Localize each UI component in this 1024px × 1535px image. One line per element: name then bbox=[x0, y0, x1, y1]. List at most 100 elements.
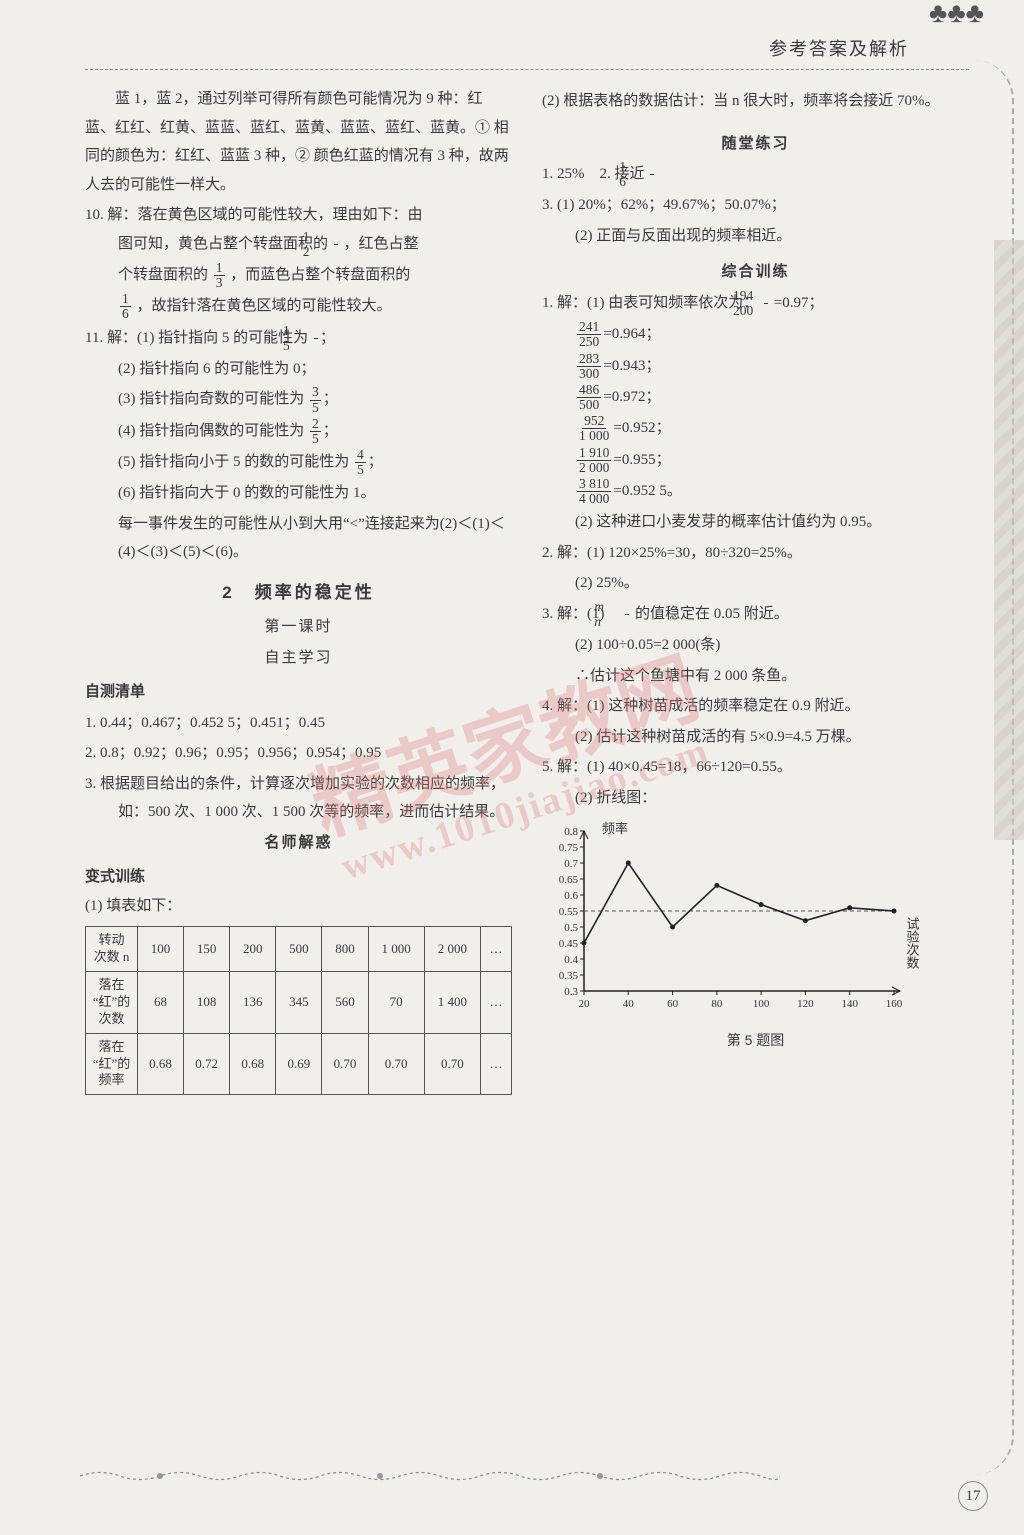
table-cell: 500 bbox=[276, 927, 322, 972]
frac-line: 9521 000=0.952； bbox=[542, 414, 969, 443]
wavy-footer bbox=[80, 1469, 780, 1483]
table-cell: 68 bbox=[138, 971, 184, 1033]
run-mingshi: 名师解惑 bbox=[85, 829, 512, 858]
right-column: (2) 根据表格的数据估计：当 n 很大时，频率将会接近 70%。 随堂练习 1… bbox=[542, 85, 969, 1095]
svg-text:试验次数: 试验次数 bbox=[905, 917, 920, 969]
table-cell: 108 bbox=[184, 971, 230, 1033]
table-row-header: 落在“红”的次数 bbox=[86, 971, 138, 1033]
table-cell: 70 bbox=[368, 971, 424, 1033]
table-cell: 150 bbox=[184, 927, 230, 972]
c5a: 5. 解：(1) 40×0.45=18，66÷120=0.55。 bbox=[542, 753, 969, 782]
p11-2: (2) 指针指向 6 的可能性为 0； bbox=[85, 355, 512, 384]
a2: 2. 0.8；0.92；0.96；0.95；0.956；0.954；0.95 bbox=[85, 739, 512, 768]
sec2-sub1: 第一课时 bbox=[85, 613, 512, 642]
svg-text:0.55: 0.55 bbox=[559, 906, 579, 918]
frac-line: 486500=0.972； bbox=[542, 383, 969, 412]
frac-list: 241250=0.964； 283300=0.943；486500=0.972；9… bbox=[542, 320, 969, 506]
table-row-header: 落在“红”的频率 bbox=[86, 1033, 138, 1095]
table-cell: … bbox=[480, 971, 511, 1033]
p9: 蓝 1，蓝 2，通过列举可得所有颜色可能情况为 9 种：红蓝、红红、红黄、蓝蓝、… bbox=[85, 85, 512, 199]
c4a: 4. 解：(1) 这种树苗成活的频率稳定在 0.9 附近。 bbox=[542, 692, 969, 721]
table-cell: 345 bbox=[276, 971, 322, 1033]
svg-text:120: 120 bbox=[797, 998, 814, 1010]
svg-text:140: 140 bbox=[841, 998, 858, 1010]
p11-5: (5) 指针指向小于 5 的数的可能性为 45； bbox=[85, 448, 512, 477]
page-header: 参考答案及解析 bbox=[85, 30, 969, 70]
frac-1-2: 12 bbox=[334, 230, 338, 259]
frac-1-6: 16 bbox=[120, 292, 131, 321]
table-cell: 560 bbox=[322, 971, 368, 1033]
p10b: 个转盘面积的 13 ，而蓝色占整个转盘面积的 bbox=[85, 261, 512, 290]
r1: 1. 25% 2. 接近 16 bbox=[542, 160, 969, 189]
tbl-caption: (1) 填表如下： bbox=[85, 892, 512, 921]
frac-line: 241250=0.964； bbox=[542, 320, 969, 349]
r-top: (2) 根据表格的数据估计：当 n 很大时，频率将会接近 70%。 bbox=[542, 87, 969, 116]
sec3: 随堂练习 bbox=[542, 130, 969, 159]
table-cell: 0.70 bbox=[322, 1033, 368, 1095]
frac-line: 283300=0.943； bbox=[542, 352, 969, 381]
freq-table: 转动次数 n1001502005008001 0002 000…落在“红”的次数… bbox=[85, 926, 512, 1095]
a3: 3. 根据题目给出的条件，计算逐次增加实验的次数相应的频率，如：500 次、1 … bbox=[85, 770, 512, 827]
p11-1: 11. 解：(1) 指针指向 5 的可能性为 15； bbox=[85, 324, 512, 353]
r3b: (2) 正面与反面出现的频率相近。 bbox=[542, 222, 969, 251]
svg-text:160: 160 bbox=[886, 998, 903, 1010]
r3a: 3. (1) 20%；62%；49.67%；50.07%； bbox=[542, 191, 969, 220]
frac-line: 3 8104 000=0.952 5。 bbox=[542, 477, 969, 506]
svg-text:0.75: 0.75 bbox=[559, 842, 579, 854]
table-cell: 0.68 bbox=[138, 1033, 184, 1095]
table-cell: 0.68 bbox=[230, 1033, 276, 1095]
p11-6: (6) 指针指向大于 0 的数的可能性为 1。 bbox=[85, 479, 512, 508]
page-title: 参考答案及解析 bbox=[769, 32, 909, 66]
c1a: 1. 解：(1) 由表可知频率依次为： 194200 =0.97； bbox=[542, 289, 969, 318]
c1b: (2) 这种进口小麦发芽的概率估计值约为 0.95。 bbox=[542, 508, 969, 537]
svg-text:100: 100 bbox=[753, 998, 770, 1010]
svg-text:0.5: 0.5 bbox=[564, 922, 578, 934]
chart-caption: 第 5 题图 bbox=[542, 1027, 969, 1054]
table-cell: 0.70 bbox=[368, 1033, 424, 1095]
table-cell: 1 400 bbox=[424, 971, 480, 1033]
svg-text:0.35: 0.35 bbox=[559, 970, 579, 982]
p11-4: (4) 指针指向偶数的可能性为 25； bbox=[85, 417, 512, 446]
svg-text:80: 80 bbox=[711, 998, 723, 1010]
spine-pattern bbox=[994, 240, 1024, 840]
svg-text:60: 60 bbox=[667, 998, 679, 1010]
chart-svg: 0.30.350.40.450.50.550.60.650.70.750.820… bbox=[542, 817, 922, 1017]
p10c: 16 ，故指针落在黄色区域的可能性较大。 bbox=[85, 292, 512, 321]
trees-icon: ♣♣♣ bbox=[929, 0, 984, 28]
run-bianshi: 变式训练 bbox=[85, 863, 512, 892]
c3b: (2) 100÷0.05=2 000(条) bbox=[542, 631, 969, 660]
left-column: 蓝 1，蓝 2，通过列举可得所有颜色可能情况为 9 种：红蓝、红红、红黄、蓝蓝、… bbox=[85, 85, 512, 1095]
c3c: ∴估计这个鱼塘中有 2 000 条鱼。 bbox=[542, 662, 969, 691]
c3a: 3. 解：(1) mn 的值稳定在 0.05 附近。 bbox=[542, 600, 969, 629]
p11-3: (3) 指针指向奇数的可能性为 35； bbox=[85, 385, 512, 414]
svg-text:频率: 频率 bbox=[602, 821, 628, 836]
sec2-sub2: 自主学习 bbox=[85, 644, 512, 673]
a1: 1. 0.44；0.467；0.452 5；0.451；0.45 bbox=[85, 709, 512, 738]
run-zice: 自测清单 bbox=[85, 678, 512, 707]
content-columns: 蓝 1，蓝 2，通过列举可得所有颜色可能情况为 9 种：红蓝、红红、红黄、蓝蓝、… bbox=[85, 85, 969, 1095]
table-cell: 800 bbox=[322, 927, 368, 972]
frac-line: 1 9102 000=0.955； bbox=[542, 446, 969, 475]
svg-text:0.45: 0.45 bbox=[559, 938, 579, 950]
sec2-title: 2 频率的稳定性 bbox=[85, 577, 512, 609]
c2b: (2) 25%。 bbox=[542, 569, 969, 598]
page-number: 17 bbox=[958, 1481, 988, 1511]
c2a: 2. 解：(1) 120×25%=30，80÷320=25%。 bbox=[542, 539, 969, 568]
p10: 10. 解：落在黄色区域的可能性较大，理由如下：由 图可知，黄色占整个转盘面积的… bbox=[85, 201, 512, 259]
svg-text:0.7: 0.7 bbox=[564, 858, 578, 870]
svg-text:0.4: 0.4 bbox=[564, 954, 578, 966]
svg-text:0.65: 0.65 bbox=[559, 874, 579, 886]
svg-text:0.6: 0.6 bbox=[564, 890, 578, 902]
table-cell: 200 bbox=[230, 927, 276, 972]
table-cell: 0.69 bbox=[276, 1033, 322, 1095]
p11-7: 每一事件发生的可能性从小到大用“<”连接起来为(2)＜(1)＜(4)＜(3)＜(… bbox=[85, 510, 512, 567]
table-cell: … bbox=[480, 1033, 511, 1095]
table-cell: 1 000 bbox=[368, 927, 424, 972]
c5b: (2) 折线图： bbox=[542, 784, 969, 813]
svg-text:0.8: 0.8 bbox=[564, 826, 578, 838]
frac-1-3: 13 bbox=[214, 261, 225, 290]
table-cell: 0.72 bbox=[184, 1033, 230, 1095]
table-row-header: 转动次数 n bbox=[86, 927, 138, 972]
table-cell: 0.70 bbox=[424, 1033, 480, 1095]
svg-text:40: 40 bbox=[623, 998, 635, 1010]
